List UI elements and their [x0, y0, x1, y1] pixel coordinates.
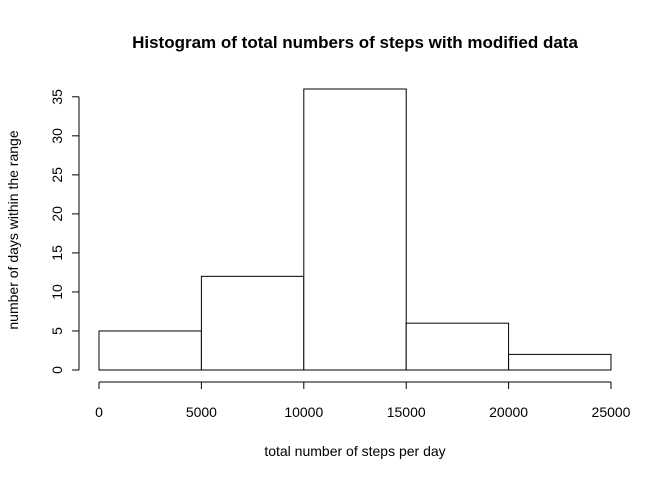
y-tick-label-4: 20: [49, 206, 65, 222]
bar-4: [508, 353, 612, 371]
y-tick-label-3: 15: [49, 245, 65, 261]
x-tick-label-2: 10000: [284, 404, 323, 420]
x-tick-label-5: 25000: [592, 404, 631, 420]
bar-2: [303, 88, 407, 371]
x-tick-label-3: 15000: [387, 404, 426, 420]
y-tick-label-1: 5: [49, 327, 65, 335]
y-axis-label: number of days within the range: [5, 130, 21, 329]
y-tick-label-5: 25: [49, 167, 65, 183]
x-tick-label-1: 5000: [186, 404, 217, 420]
bar-0: [98, 330, 202, 371]
x-tick-label-0: 0: [95, 404, 103, 420]
y-tick-label-6: 30: [49, 128, 65, 144]
bars-group: [98, 88, 612, 371]
x-tick-label-4: 20000: [489, 404, 528, 420]
x-axis: 0 5000 10000 15000 20000 25000: [95, 381, 631, 420]
bar-3: [405, 322, 510, 371]
y-axis: 0 5 10 15 20 25 30 35: [49, 89, 80, 374]
y-tick-label-2: 10: [49, 284, 65, 300]
x-axis-label: total number of steps per day: [264, 443, 445, 459]
bar-1: [200, 275, 305, 371]
y-tick-label-7: 35: [49, 89, 65, 105]
chart-title: Histogram of total numbers of steps with…: [132, 33, 578, 52]
y-tick-label-0: 0: [49, 366, 65, 374]
